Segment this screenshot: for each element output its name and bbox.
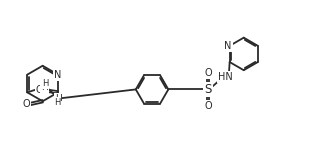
Text: N: N	[224, 41, 232, 51]
Text: H: H	[41, 84, 48, 93]
Text: O: O	[204, 68, 212, 78]
Text: H: H	[55, 94, 61, 103]
Text: O: O	[36, 85, 44, 95]
Text: HN: HN	[218, 72, 233, 82]
Text: N: N	[54, 70, 62, 80]
Text: O: O	[204, 101, 212, 111]
Text: H: H	[54, 98, 60, 107]
Text: H: H	[42, 79, 48, 88]
Text: O: O	[23, 99, 30, 109]
Text: S: S	[205, 83, 212, 96]
